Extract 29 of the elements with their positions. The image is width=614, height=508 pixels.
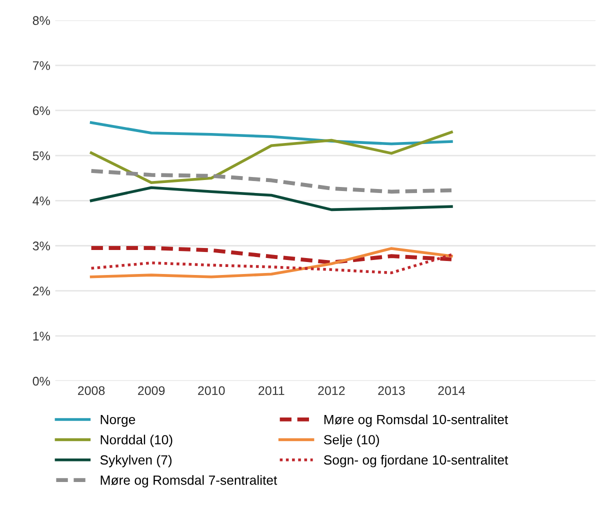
- x-tick-label: 2014: [438, 386, 466, 396]
- x-tick-label: 2013: [378, 386, 405, 396]
- legend-label: Sogn- og fjordane 10-sentralitet: [324, 454, 508, 468]
- x-tick-label: 2011: [258, 386, 284, 396]
- line-series: [89, 168, 454, 194]
- y-tick-label: 7%: [32, 61, 50, 70]
- x-tick-label: 2009: [138, 386, 165, 396]
- legend-label: Sykylven (7): [100, 454, 172, 468]
- y-tick-label: 2%: [32, 286, 50, 296]
- y-tick-label: 5%: [32, 151, 50, 160]
- legend-label: Norddal (10): [100, 434, 172, 448]
- line-series: [89, 246, 454, 264]
- y-tick-label: 0%: [32, 376, 50, 386]
- y-tick-label: 4%: [32, 196, 50, 206]
- line-series: [90, 130, 453, 184]
- line-series: [90, 253, 453, 274]
- y-tick-label: 8%: [32, 16, 50, 25]
- legend-label: Møre og Romsdal 10-sentralitet: [324, 414, 508, 427]
- line-series: [90, 186, 453, 212]
- x-tick-label: 2008: [78, 386, 105, 396]
- x-tick-label: 2010: [198, 386, 225, 396]
- legend-label: Selje (10): [324, 434, 380, 448]
- legend-label: Norge: [100, 415, 136, 427]
- y-tick-label: 1%: [33, 332, 50, 341]
- x-tick-label: 2012: [318, 386, 345, 396]
- y-tick-label: 3%: [32, 242, 50, 250]
- line-series: [90, 247, 453, 278]
- legend-label: Møre og Romsdal 7-sentralitet: [100, 475, 278, 488]
- y-tick-label: 6%: [32, 106, 50, 116]
